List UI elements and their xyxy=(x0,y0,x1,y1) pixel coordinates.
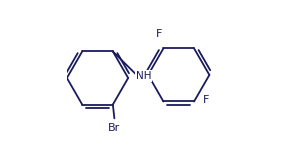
Text: NH: NH xyxy=(136,71,151,81)
Text: F: F xyxy=(156,29,162,39)
Text: F: F xyxy=(203,95,210,105)
Text: Br: Br xyxy=(108,123,121,133)
